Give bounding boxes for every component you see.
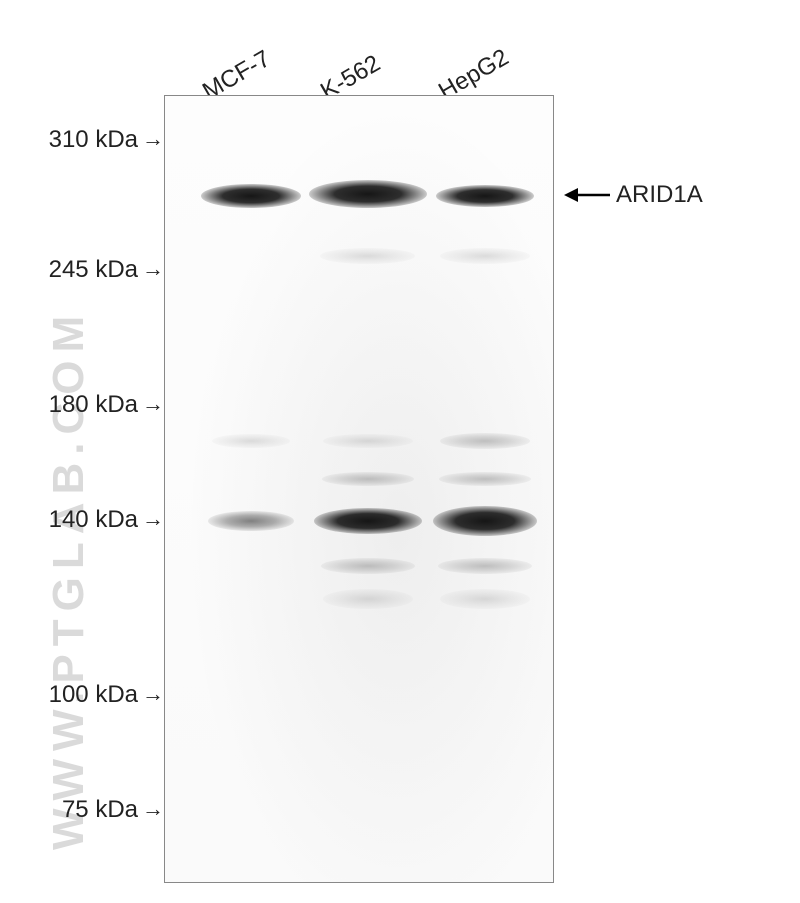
blot-band <box>314 508 422 534</box>
marker-label: 180 kDa <box>34 391 142 419</box>
marker-label: 140 kDa <box>34 506 142 534</box>
marker-label: 245 kDa <box>34 256 142 284</box>
marker-label: 100 kDa <box>34 681 142 709</box>
marker-140: 140 kDa → <box>34 506 164 534</box>
arrow-right-icon: → <box>142 508 164 532</box>
target-label-arid1a: ARID1A <box>564 181 703 209</box>
arrow-right-icon: → <box>142 683 164 707</box>
target-protein-name: ARID1A <box>616 181 703 209</box>
blot-band <box>323 589 413 609</box>
blot-membrane <box>164 95 554 883</box>
marker-310: 310 kDa → <box>34 126 164 154</box>
bands-layer <box>165 96 553 882</box>
arrow-left-icon <box>564 185 610 205</box>
blot-band <box>440 433 530 449</box>
blot-band <box>321 558 415 574</box>
blot-band <box>440 248 530 264</box>
blot-band <box>439 472 531 486</box>
blot-band <box>320 248 415 264</box>
blot-band <box>309 180 427 208</box>
blot-band <box>201 184 301 208</box>
marker-100: 100 kDa → <box>34 681 164 709</box>
blot-band <box>212 434 290 448</box>
arrow-right-icon: → <box>142 393 164 417</box>
watermark-text: WWW.PTGLAB.COM <box>44 150 94 850</box>
arrow-right-icon: → <box>142 128 164 152</box>
blot-band <box>433 506 537 536</box>
marker-180: 180 kDa → <box>34 391 164 419</box>
blot-band <box>208 511 294 531</box>
arrow-right-icon: → <box>142 258 164 282</box>
marker-label: 75 kDa <box>34 796 142 824</box>
marker-245: 245 kDa → <box>34 256 164 284</box>
blot-band <box>322 472 414 486</box>
marker-label: 310 kDa <box>34 126 142 154</box>
blot-band <box>440 589 530 609</box>
blot-band <box>436 185 534 207</box>
arrow-right-icon: → <box>142 798 164 822</box>
marker-75: 75 kDa → <box>34 796 164 824</box>
figure-container: WWW.PTGLAB.COM 310 kDa → 245 kDa → 180 k… <box>0 0 800 903</box>
blot-band <box>438 558 532 574</box>
blot-band <box>323 434 413 448</box>
